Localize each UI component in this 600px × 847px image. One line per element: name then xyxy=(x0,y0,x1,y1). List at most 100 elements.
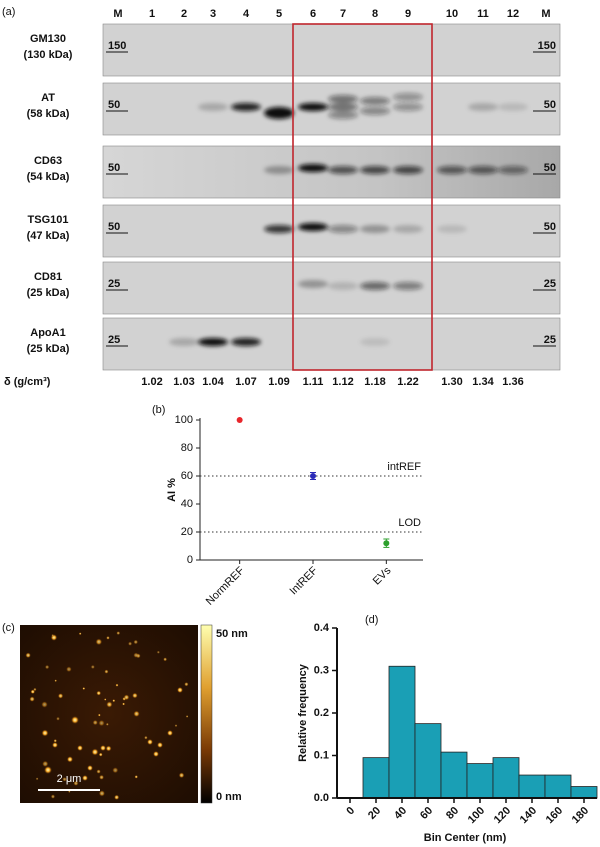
x-tick-label: NormREF xyxy=(204,564,247,607)
lane-label: 5 xyxy=(276,8,282,20)
protein-size: (54 kDa) xyxy=(27,171,70,183)
particle xyxy=(163,657,168,662)
y-tick-label: 0 xyxy=(187,554,193,566)
x-tick-label: 0 xyxy=(344,805,357,818)
particle xyxy=(29,696,35,702)
particle xyxy=(97,713,101,717)
afm-particles xyxy=(25,631,189,800)
panel-label: (b) xyxy=(152,404,165,416)
particle xyxy=(112,699,116,703)
band xyxy=(298,164,328,172)
marker-label: 50 xyxy=(544,221,556,233)
scale-bar-label: 2 μm xyxy=(57,773,82,785)
protein-name: AT xyxy=(41,92,55,104)
x-tick-label: 100 xyxy=(466,805,487,826)
particle xyxy=(41,701,48,708)
point xyxy=(383,540,390,547)
lane-label: 1 xyxy=(149,8,155,20)
band xyxy=(198,338,228,346)
bands xyxy=(169,338,390,346)
lane-label: 2 xyxy=(181,8,187,20)
particle xyxy=(122,702,125,706)
particle xyxy=(35,777,39,781)
bar xyxy=(544,774,572,799)
particle xyxy=(82,775,88,781)
marker-label: 50 xyxy=(108,99,120,111)
band xyxy=(393,103,423,111)
particle xyxy=(133,639,139,645)
x-tick-label: 60 xyxy=(418,805,435,822)
particle xyxy=(133,652,139,658)
density-value: 1.02 xyxy=(141,376,162,388)
marker-label: 50 xyxy=(544,162,556,174)
density-value: 1.11 xyxy=(303,376,324,388)
band xyxy=(264,225,294,233)
band xyxy=(498,103,528,111)
panel-label: (c) xyxy=(2,622,15,634)
afm-background xyxy=(20,625,198,803)
bar xyxy=(466,763,494,799)
particle xyxy=(96,769,101,774)
panel-label: (a) xyxy=(2,6,15,18)
particle xyxy=(106,636,110,640)
bar xyxy=(362,757,390,799)
particle xyxy=(178,772,185,779)
particle xyxy=(44,766,52,774)
band xyxy=(328,111,358,119)
particle xyxy=(99,774,105,780)
marker-label: 25 xyxy=(108,334,120,346)
band xyxy=(360,338,390,346)
blot-strip xyxy=(102,23,561,77)
lane-label: 10 xyxy=(446,8,458,20)
particle xyxy=(50,794,56,799)
protein-size: (47 kDa) xyxy=(27,230,70,242)
lane-label: 7 xyxy=(340,8,346,20)
particle xyxy=(92,719,98,726)
particle xyxy=(56,716,60,721)
band xyxy=(298,103,328,111)
marker-label: 50 xyxy=(108,162,120,174)
particle xyxy=(105,722,109,726)
marker-label: 25 xyxy=(544,334,556,346)
density-value: 1.36 xyxy=(502,376,523,388)
y-tick-label: 0.3 xyxy=(314,664,329,676)
particle xyxy=(127,641,133,646)
density-value: 1.07 xyxy=(235,376,256,388)
band xyxy=(198,103,228,111)
particle xyxy=(115,683,119,687)
particle xyxy=(112,767,119,774)
band xyxy=(360,225,390,233)
particle xyxy=(132,692,138,699)
protein-name: CD63 xyxy=(34,155,62,167)
particle xyxy=(62,777,67,782)
particle xyxy=(54,679,57,682)
particle xyxy=(30,689,36,694)
x-tick-label: 180 xyxy=(570,805,591,826)
x-axis-title: Bin Center (nm) xyxy=(424,832,507,844)
particle xyxy=(53,739,57,743)
band xyxy=(169,338,199,346)
afm-image xyxy=(20,624,213,804)
y-tick-label: 100 xyxy=(175,414,193,426)
particle xyxy=(153,751,159,757)
colorbar-min: 0 nm xyxy=(216,791,242,803)
lane-label: 6 xyxy=(310,8,316,20)
bar xyxy=(570,786,598,799)
particle xyxy=(157,742,163,748)
particle xyxy=(77,745,83,751)
band xyxy=(393,282,423,290)
density-value: 1.22 xyxy=(397,376,418,388)
particle xyxy=(134,775,138,779)
y-tick-label: 0.0 xyxy=(314,792,329,804)
x-tick-label: 160 xyxy=(544,805,565,826)
fraction-box xyxy=(292,23,433,371)
particle xyxy=(98,719,105,727)
colorbar-max: 50 nm xyxy=(216,628,248,640)
band xyxy=(360,166,390,174)
y-tick-label: 0.2 xyxy=(314,707,329,719)
band xyxy=(437,225,467,233)
band xyxy=(328,166,358,174)
particle xyxy=(66,666,72,673)
x-tick-label: 20 xyxy=(366,805,383,822)
particle xyxy=(98,752,103,757)
